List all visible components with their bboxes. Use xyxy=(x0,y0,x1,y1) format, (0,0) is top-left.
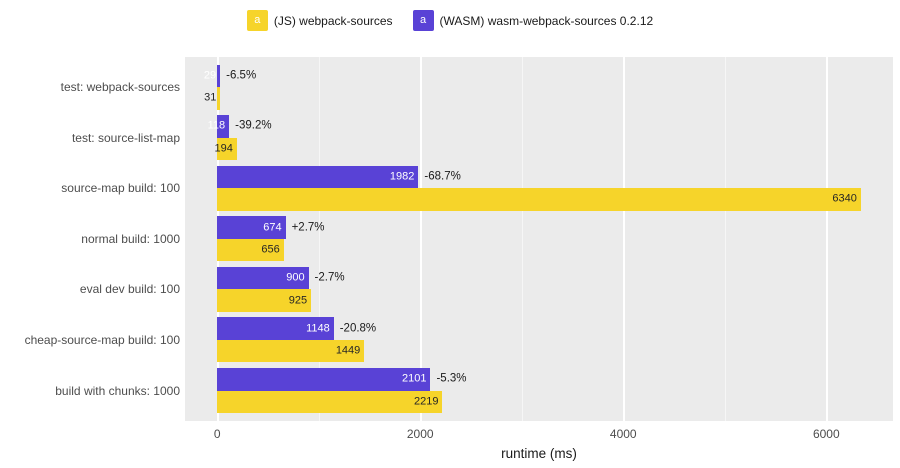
bar-value-label: 656 xyxy=(261,243,280,256)
bar-wasm xyxy=(217,266,309,290)
legend-label: (WASM) wasm-webpack-sources 0.2.12 xyxy=(439,13,654,28)
delta-label: -6.5% xyxy=(226,69,257,82)
x-axis-tick-label: 4000 xyxy=(609,427,637,441)
bar-value-label: 118 xyxy=(207,119,226,132)
y-axis-label: cheap-source-map build: 100 xyxy=(24,332,180,347)
plot-panel: 29 31 -6.5% 118 194 -39.2% 1982 6340 -68.7% 674 65… xyxy=(185,57,893,421)
bar-value-label: 2101 xyxy=(402,372,427,385)
y-axis-label: source-map build: 100 xyxy=(61,181,180,196)
bar-value-label: 925 xyxy=(288,294,308,307)
bar-value-label: 29 xyxy=(203,69,217,82)
bar-value-label: 1148 xyxy=(306,322,330,335)
bar-value-label: 194 xyxy=(214,142,233,155)
bar-value-label: 900 xyxy=(286,271,305,284)
y-axis-label: test: source-list-map xyxy=(71,130,180,145)
bar-js xyxy=(217,137,237,161)
x-axis-tick-label: 2000 xyxy=(406,427,434,441)
bar-value-label: 6340 xyxy=(832,192,857,205)
bar-wasm xyxy=(217,115,230,138)
legend-item: a (JS) webpack-sources xyxy=(246,10,393,31)
bar-value-label: 674 xyxy=(263,221,282,234)
legend-item: a (WASM) wasm-webpack-sources 0.2.12 xyxy=(412,10,654,31)
x-axis-tick-label: 6000 xyxy=(812,427,840,441)
delta-label: -68.7% xyxy=(424,170,461,183)
delta-label: +2.7% xyxy=(291,220,325,233)
y-axis-label: build with chunks: 1000 xyxy=(55,383,180,398)
legend-key-swatch: a xyxy=(246,10,268,31)
gridline-major xyxy=(826,57,828,421)
chart-legend: a (JS) webpack-sources a (WASM) wasm-webpac… xyxy=(0,10,900,31)
gridline-minor xyxy=(521,57,523,421)
legend-key-swatch: a xyxy=(412,10,434,31)
gridline-minor xyxy=(724,57,726,421)
bar-js xyxy=(217,289,312,312)
y-axis-label: test: webpack-sources xyxy=(60,80,180,95)
bar-wasm xyxy=(217,317,334,340)
delta-label: -20.8% xyxy=(339,321,377,334)
bar-value-label: 2219 xyxy=(413,395,439,408)
gridline-major xyxy=(623,57,625,421)
bar-value-label: 31 xyxy=(204,91,217,104)
bar-wasm xyxy=(217,216,286,239)
gridline-major xyxy=(420,57,422,421)
delta-label: -39.2% xyxy=(235,119,272,132)
y-axis-label: eval dev build: 100 xyxy=(79,282,180,297)
bar-value-label: 1449 xyxy=(335,344,361,357)
x-axis-tick-label: 0 xyxy=(213,427,221,441)
bar-wasm xyxy=(217,368,431,391)
x-axis-title: runtime (ms) xyxy=(501,446,577,461)
gridline-minor xyxy=(318,57,320,421)
bar-js xyxy=(217,188,861,211)
bar-js xyxy=(217,238,284,262)
bar-js xyxy=(217,390,443,414)
delta-label: -5.3% xyxy=(436,372,467,385)
bar-js xyxy=(217,87,221,110)
bar-wasm xyxy=(217,64,221,88)
bar-wasm xyxy=(217,165,419,189)
y-axis-label: normal build: 1000 xyxy=(81,231,180,246)
delta-label: -2.7% xyxy=(314,271,345,284)
bar-js xyxy=(217,339,365,363)
legend-label: (JS) webpack-sources xyxy=(273,13,393,28)
bar-value-label: 1982 xyxy=(389,170,415,183)
